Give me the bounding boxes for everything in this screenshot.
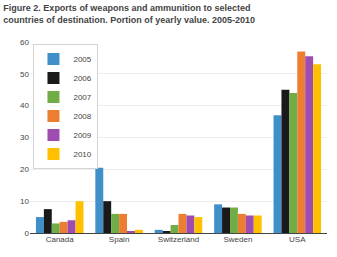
svg-text:60: 60 bbox=[20, 38, 29, 47]
svg-text:2009: 2009 bbox=[73, 131, 91, 140]
svg-text:USA: USA bbox=[289, 235, 306, 244]
svg-text:Switzerland: Switzerland bbox=[158, 235, 199, 244]
svg-text:Canada: Canada bbox=[46, 235, 75, 244]
svg-text:20: 20 bbox=[20, 165, 29, 174]
svg-text:10: 10 bbox=[20, 197, 29, 206]
svg-text:30: 30 bbox=[20, 133, 29, 142]
svg-text:0: 0 bbox=[25, 229, 30, 238]
svg-text:Sweden: Sweden bbox=[223, 235, 252, 244]
svg-text:Figure 2. Exports of weapons a: Figure 2. Exports of weapons and ammunit… bbox=[3, 3, 255, 25]
svg-text:2007: 2007 bbox=[73, 93, 91, 102]
svg-text:50: 50 bbox=[20, 70, 29, 79]
svg-text:Spain: Spain bbox=[109, 235, 129, 244]
svg-text:2006: 2006 bbox=[73, 74, 91, 83]
svg-text:2010: 2010 bbox=[73, 150, 91, 159]
svg-text:40: 40 bbox=[20, 101, 29, 110]
svg-text:2005: 2005 bbox=[73, 55, 91, 64]
svg-text:2008: 2008 bbox=[73, 112, 91, 121]
